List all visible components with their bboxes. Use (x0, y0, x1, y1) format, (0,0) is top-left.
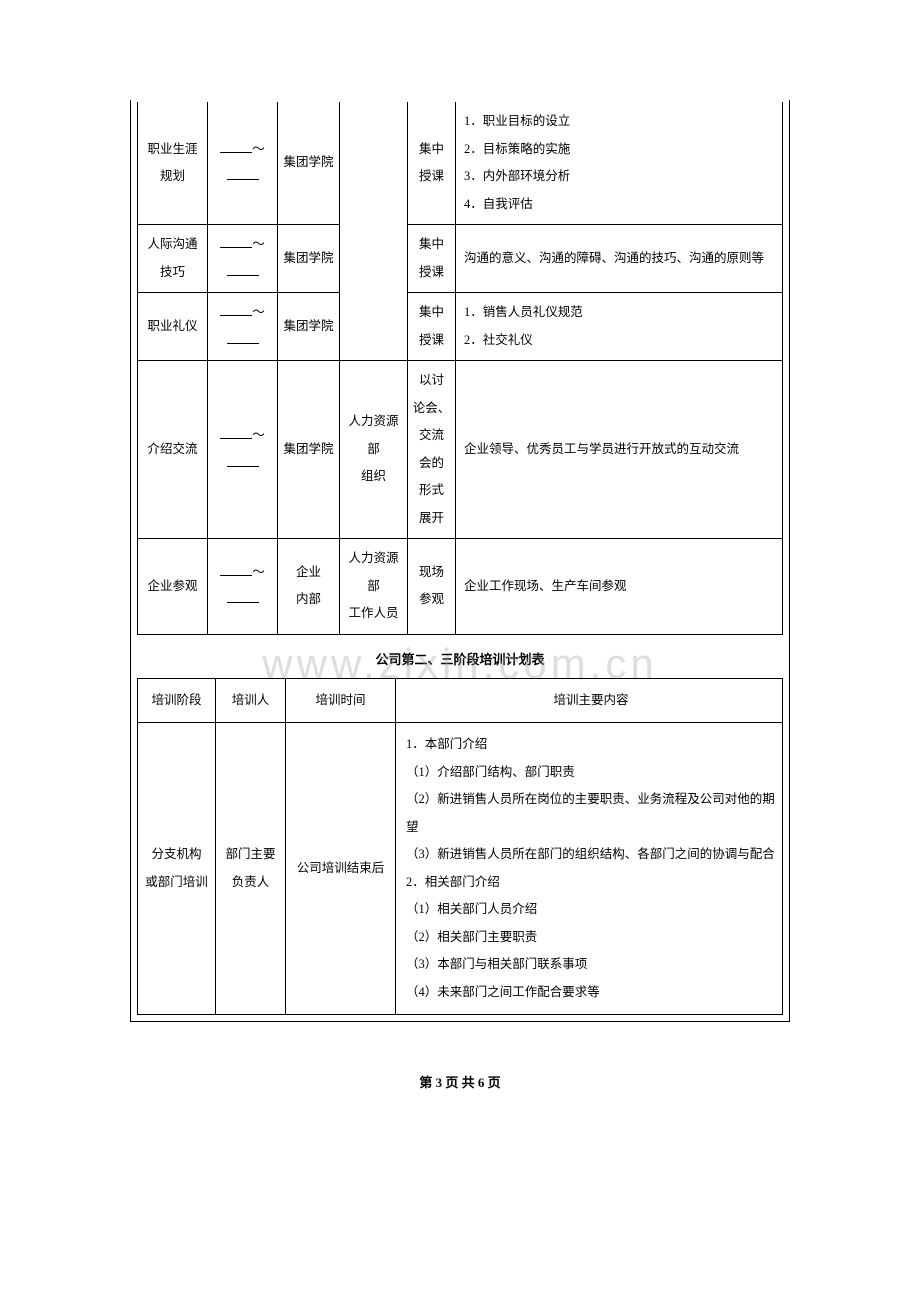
page-outer-frame: 职业生涯 规划 ～ 集团学院 集中 授课 1．职业目标的设立 2．目标策略的实施… (130, 100, 790, 1022)
content-cell: 1．销售人员礼仪规范 2．社交礼仪 (456, 293, 783, 361)
col-header-trainer: 培训人 (216, 678, 286, 723)
table-row: 职业生涯 规划 ～ 集团学院 集中 授课 1．职业目标的设立 2．目标策略的实施… (138, 102, 783, 225)
dept-cell: 人力资源部 组织 (340, 361, 408, 539)
time-sep: ～ (252, 428, 265, 442)
content-cell: 沟通的意义、沟通的障碍、沟通的技巧、沟通的原则等 (456, 225, 783, 293)
org-line: 内部 (296, 592, 321, 606)
org-cell: 集团学院 (278, 293, 340, 361)
time-cell: 公司培训结束后 (286, 723, 396, 1015)
time-sep: ～ (252, 565, 265, 579)
mode-line: 集中 (419, 142, 444, 156)
blank-underline (227, 169, 259, 180)
phase-line: 或部门培训 (145, 875, 208, 889)
topic-line: 规划 (160, 169, 185, 183)
time-sep: ～ (252, 305, 265, 319)
mode-line: 授课 (419, 169, 444, 183)
col-header-content: 培训主要内容 (396, 678, 783, 723)
org-line: 企业 (296, 565, 321, 579)
trainer-line: 负责人 (232, 875, 270, 889)
content-cell: 企业工作现场、生产车间参观 (456, 539, 783, 635)
trainer-line: 部门主要 (225, 847, 275, 861)
time-sep: ～ (252, 237, 265, 251)
dept-cell: 人力资源部 工作人员 (340, 539, 408, 635)
blank-underline (227, 455, 259, 466)
table-header-row: 培训阶段 培训人 培训时间 培训主要内容 (138, 678, 783, 723)
time-cell: ～ (208, 361, 278, 539)
blank-underline (220, 428, 252, 439)
dept-line: 人力资源部 (348, 551, 398, 593)
topic-line: 职业生涯 (147, 142, 197, 156)
mode-line: 论会、 (413, 401, 451, 415)
org-cell: 集团学院 (278, 361, 340, 539)
training-table-2: 培训阶段 培训人 培训时间 培训主要内容 分支机构 或部门培训 部门主要 负责人… (137, 678, 783, 1016)
phase-cell: 分支机构 或部门培训 (138, 723, 216, 1015)
mode-line: 集中 (419, 305, 444, 319)
mode-line: 会的 (419, 456, 444, 470)
topic-cell: 职业礼仪 (138, 293, 208, 361)
content-cell: 1．职业目标的设立 2．目标策略的实施 3．内外部环境分析 4．自我评估 (456, 102, 783, 225)
time-cell: ～ (208, 293, 278, 361)
mode-cell: 现场 参观 (408, 539, 456, 635)
mode-line: 授课 (419, 265, 444, 279)
section-title: 公司第二、三阶段培训计划表 (137, 649, 783, 668)
topic-cell: 人际沟通 技巧 (138, 225, 208, 293)
dept-line: 工作人员 (348, 606, 398, 620)
blank-underline (227, 332, 259, 343)
time-cell: ～ (208, 102, 278, 225)
mode-cell: 集中 授课 (408, 102, 456, 225)
content-cell: 企业领导、优秀员工与学员进行开放式的互动交流 (456, 361, 783, 539)
topic-line: 人际沟通 (147, 237, 197, 251)
topic-cell: 介绍交流 (138, 361, 208, 539)
col-header-time: 培训时间 (286, 678, 396, 723)
mode-line: 以讨 (419, 373, 444, 387)
dept-line: 人力资源部 (348, 414, 398, 456)
mode-line: 交流 (419, 428, 444, 442)
blank-underline (220, 141, 252, 152)
org-cell: 集团学院 (278, 102, 340, 225)
mode-line: 展开 (419, 511, 444, 525)
mode-line: 参观 (419, 592, 444, 606)
time-sep: ～ (252, 142, 265, 156)
table-row: 职业礼仪 ～ 集团学院 集中 授课 1．销售人员礼仪规范 2．社交礼仪 (138, 293, 783, 361)
mode-cell: 以讨 论会、 交流 会的 形式 展开 (408, 361, 456, 539)
mode-cell: 集中 授课 (408, 225, 456, 293)
topic-line: 技巧 (160, 265, 185, 279)
phase-line: 分支机构 (151, 847, 201, 861)
blank-underline (220, 565, 252, 576)
blank-underline (227, 264, 259, 275)
topic-cell: 职业生涯 规划 (138, 102, 208, 225)
dept-line: 组织 (361, 469, 386, 483)
table-row: 企业参观 ～ 企业 内部 人力资源部 工作人员 现场 参观 企业工作现场、生产车… (138, 539, 783, 635)
mode-line: 集中 (419, 237, 444, 251)
blank-underline (220, 305, 252, 316)
time-cell: ～ (208, 225, 278, 293)
col-header-phase: 培训阶段 (138, 678, 216, 723)
blank-underline (220, 237, 252, 248)
mode-cell: 集中 授课 (408, 293, 456, 361)
table-row: 人际沟通 技巧 ～ 集团学院 集中 授课 沟通的意义、沟通的障碍、沟通的技巧、沟… (138, 225, 783, 293)
dept-cell-merged (340, 102, 408, 361)
org-cell: 集团学院 (278, 225, 340, 293)
mode-line: 授课 (419, 333, 444, 347)
table-row: 分支机构 或部门培训 部门主要 负责人 公司培训结束后 1．本部门介绍 （1）介… (138, 723, 783, 1015)
page-footer: 第 3 页 共 6 页 (130, 1072, 790, 1091)
blank-underline (227, 592, 259, 603)
time-cell: ～ (208, 539, 278, 635)
mode-line: 形式 (419, 483, 444, 497)
table-row: 介绍交流 ～ 集团学院 人力资源部 组织 以讨 论会、 交流 会的 形式 展开 … (138, 361, 783, 539)
mode-line: 现场 (419, 565, 444, 579)
training-table-1: 职业生涯 规划 ～ 集团学院 集中 授课 1．职业目标的设立 2．目标策略的实施… (137, 102, 783, 635)
org-cell: 企业 内部 (278, 539, 340, 635)
trainer-cell: 部门主要 负责人 (216, 723, 286, 1015)
topic-cell: 企业参观 (138, 539, 208, 635)
content-cell: 1．本部门介绍 （1）介绍部门结构、部门职责 （2）新进销售人员所在岗位的主要职… (396, 723, 783, 1015)
